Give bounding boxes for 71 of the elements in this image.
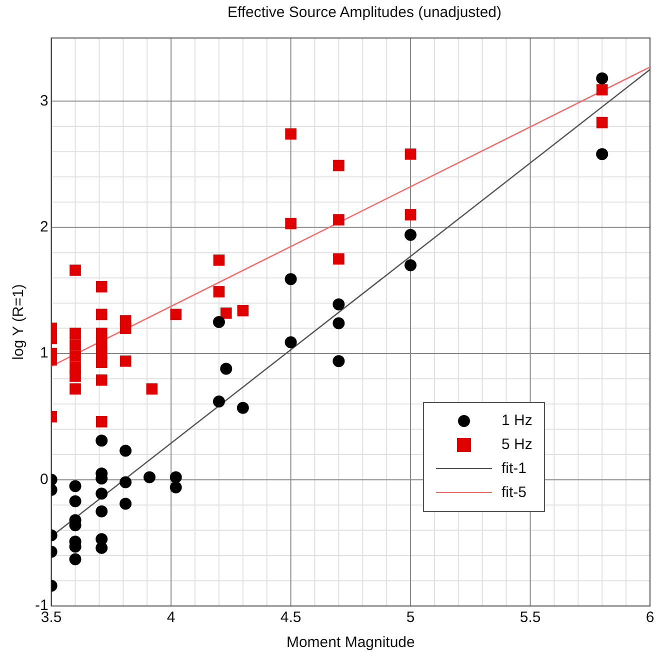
- point: [213, 254, 225, 266]
- point: [96, 328, 108, 340]
- point: [170, 308, 182, 320]
- x-tick-label: 4.5: [280, 609, 302, 626]
- point: [236, 402, 249, 414]
- point: [70, 339, 81, 350]
- point: [144, 471, 156, 484]
- x-axis-title: Moment Magnitude: [286, 634, 415, 652]
- x-tick-label: 5.5: [520, 609, 541, 626]
- point: [284, 336, 297, 348]
- point: [170, 481, 182, 494]
- point: [120, 498, 132, 510]
- y-axis-title: log Y (R=1): [10, 284, 28, 360]
- point: [70, 383, 81, 395]
- point: [96, 374, 108, 386]
- point: [96, 308, 108, 320]
- point: [69, 480, 82, 492]
- point: [596, 72, 608, 84]
- legend-label: fit-5: [502, 484, 527, 502]
- point: [332, 355, 345, 368]
- point: [96, 434, 108, 447]
- point: [333, 253, 344, 265]
- point: [96, 338, 108, 350]
- point: [96, 356, 108, 368]
- point: [284, 273, 297, 286]
- point: [96, 488, 108, 500]
- y-tick-label: 3: [40, 92, 48, 110]
- point: [332, 298, 345, 310]
- point: [237, 304, 249, 316]
- chart-title: Effective Source Amplitudes (unadjusted): [226, 4, 503, 21]
- y-tick-label: 2: [40, 218, 48, 236]
- point: [120, 444, 132, 457]
- y-tick-label: 0: [40, 470, 48, 488]
- point: [96, 281, 108, 292]
- point: [70, 328, 81, 340]
- point: [332, 317, 345, 330]
- point: [404, 228, 417, 241]
- point: [285, 218, 296, 230]
- point: [596, 116, 608, 128]
- point: [404, 259, 417, 272]
- point: [70, 370, 81, 382]
- point: [96, 416, 108, 428]
- point: [212, 396, 225, 408]
- x-tick-label: 4: [166, 609, 176, 626]
- y-tick-label: 1: [40, 344, 48, 362]
- point: [285, 128, 296, 140]
- x-tick-label: 5: [406, 609, 415, 626]
- legend-label: 5 Hz: [502, 436, 532, 454]
- point: [120, 476, 132, 488]
- point: [404, 209, 416, 220]
- point: [220, 308, 232, 319]
- point: [220, 362, 232, 375]
- point: [596, 148, 608, 160]
- legend-label: 1 Hz: [502, 412, 532, 430]
- point: [120, 355, 132, 367]
- point: [596, 84, 608, 96]
- point: [212, 316, 225, 328]
- point: [333, 214, 344, 226]
- point: [213, 286, 225, 298]
- point: [120, 322, 132, 334]
- point: [96, 505, 108, 518]
- point: [146, 383, 158, 395]
- point: [170, 471, 182, 484]
- point: [69, 495, 82, 508]
- point: [69, 553, 82, 566]
- point: [70, 350, 81, 362]
- point: [404, 148, 416, 160]
- point: [70, 264, 81, 276]
- legend-label: fit-1: [502, 460, 527, 478]
- x-tick-label: 6: [646, 609, 654, 626]
- point: [333, 160, 344, 172]
